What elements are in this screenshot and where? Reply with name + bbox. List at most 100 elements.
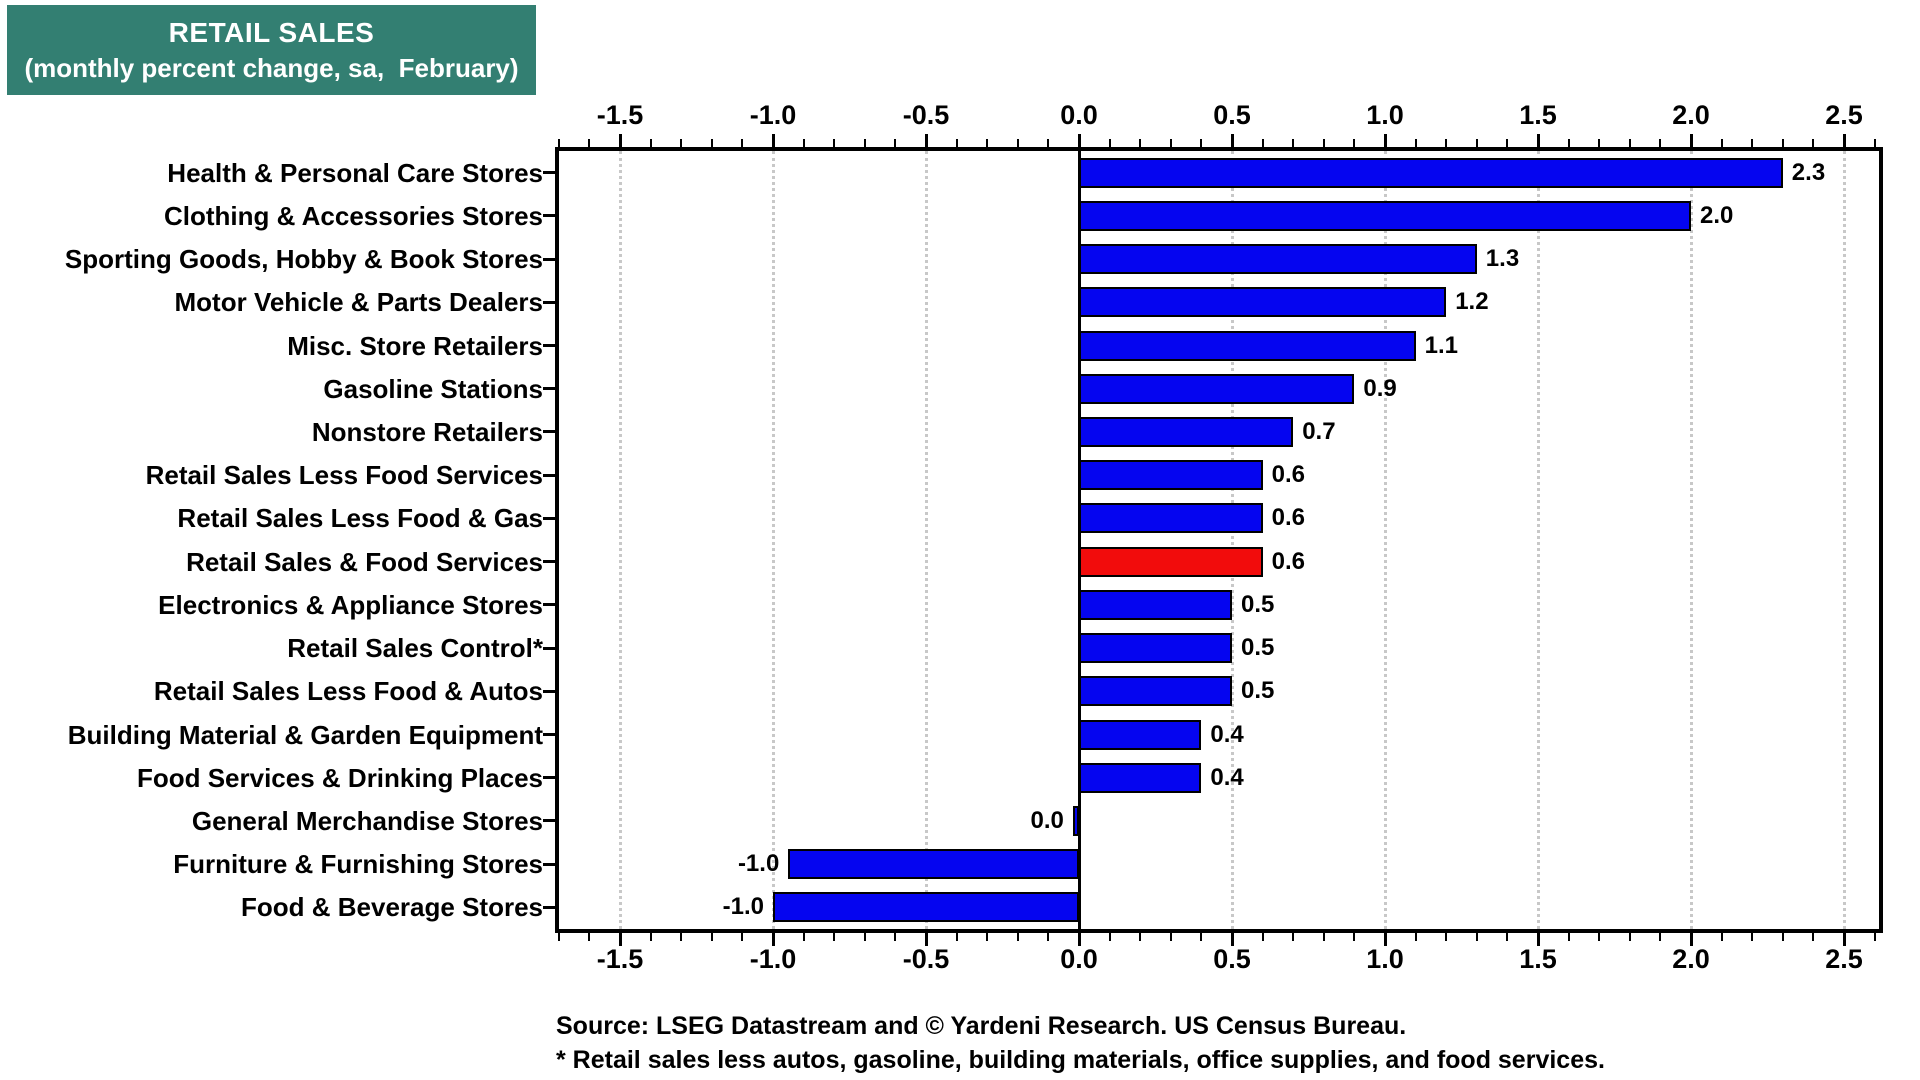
axis-minor-tick-top (710, 139, 713, 147)
axis-minor-tick-bottom (863, 933, 866, 941)
grid-line (1230, 151, 1234, 929)
axis-minor-tick-bottom (741, 933, 744, 941)
value-label: 1.1 (1424, 331, 1458, 359)
bar-furniture-furnishing-stores (788, 849, 1079, 880)
value-label: 0.6 (1271, 461, 1305, 489)
category-tick-mark (543, 214, 555, 218)
category-label: Retail Sales Less Food & Autos (153, 676, 543, 707)
axis-major-tick-top (1230, 134, 1234, 147)
value-label: 0.6 (1271, 504, 1305, 532)
bar-clothing-accessories-stores (1079, 200, 1691, 231)
axis-major-tick-bottom (1077, 933, 1081, 946)
bar-motor-vehicle-parts-dealers (1079, 287, 1447, 318)
axis-label-top: 1.0 (1366, 100, 1404, 130)
axis-minor-tick-top (1414, 139, 1417, 147)
value-label: 2.0 (1700, 201, 1734, 229)
axis-minor-tick-bottom (1261, 933, 1264, 941)
axis-major-tick-top (1842, 134, 1846, 147)
bar-misc-store-retailers (1079, 330, 1416, 361)
bar-retail-sales-less-food-gas (1079, 503, 1263, 534)
axis-major-tick-bottom (924, 933, 928, 946)
source-line: Source: LSEG Datastream and © Yardeni Re… (556, 1012, 1407, 1040)
bar-nonstore-retailers (1079, 416, 1294, 447)
axis-minor-tick-top (1139, 139, 1142, 147)
bar-retail-sales-less-food-services (1079, 460, 1263, 491)
axis-label-bottom: 0.5 (1213, 944, 1251, 974)
value-label: -1.0 (737, 850, 780, 878)
axis-label-bottom: -1.5 (596, 944, 644, 974)
axis-minor-tick-top (741, 139, 744, 147)
value-label: 1.2 (1455, 288, 1489, 316)
category-label: Nonstore Retailers (311, 416, 543, 447)
axis-major-tick-bottom (1689, 933, 1693, 946)
category-label: Retail Sales Less Food & Gas (177, 503, 543, 534)
axis-label-top: 2.0 (1672, 100, 1710, 130)
axis-minor-tick-bottom (1751, 933, 1754, 941)
category-tick-mark (543, 387, 555, 391)
value-label: 0.4 (1210, 720, 1244, 748)
category-label: Building Material & Garden Equipment (67, 719, 543, 750)
axis-minor-tick-top (1659, 139, 1662, 147)
category-label: Health & Personal Care Stores (167, 157, 543, 188)
category-label: Electronics & Appliance Stores (158, 589, 543, 620)
axis-minor-tick-top (557, 139, 560, 147)
axis-minor-tick-bottom (1812, 933, 1815, 941)
bar-retail-sales-less-food-autos (1079, 676, 1232, 707)
chart-subtitle: (monthly percent change, sa, February) (24, 53, 519, 83)
value-label: 0.4 (1210, 763, 1244, 791)
category-label: Motor Vehicle & Parts Dealers (174, 287, 543, 318)
axis-minor-tick-top (1261, 139, 1264, 147)
axis-label-bottom: 1.0 (1366, 944, 1404, 974)
value-label: 2.3 (1791, 158, 1826, 186)
axis-minor-tick-top (1475, 139, 1478, 147)
axis-minor-tick-top (649, 139, 652, 147)
axis-major-tick-bottom (771, 933, 775, 946)
value-label: 0.9 (1363, 374, 1397, 402)
value-label: 1.3 (1485, 245, 1520, 273)
category-label: Gasoline Stations (323, 373, 543, 404)
axis-major-tick-top (1383, 134, 1387, 147)
category-label: Misc. Store Retailers (287, 330, 543, 361)
category-tick-mark (543, 862, 555, 866)
axis-minor-tick-top (955, 139, 958, 147)
axis-minor-tick-top (1016, 139, 1019, 147)
axis-minor-tick-top (1047, 139, 1050, 147)
axis-minor-tick-bottom (833, 933, 836, 941)
axis-major-tick-bottom (1230, 933, 1234, 946)
axis-minor-tick-top (1598, 139, 1601, 147)
axis-minor-tick-top (802, 139, 805, 147)
axis-label-bottom: -1.0 (749, 944, 797, 974)
category-tick-mark (543, 560, 555, 564)
chart-title-box: RETAIL SALES (monthly percent change, sa… (7, 5, 536, 95)
axis-minor-tick-bottom (1322, 933, 1325, 941)
axis-minor-tick-top (1751, 139, 1754, 147)
category-label: General Merchandise Stores (191, 805, 543, 836)
axis-minor-tick-top (1292, 139, 1295, 147)
category-label: Food & Beverage Stores (241, 892, 543, 923)
axis-major-tick-bottom (1536, 933, 1540, 946)
axis-label-bottom: 2.0 (1672, 944, 1710, 974)
axis-minor-tick-bottom (986, 933, 989, 941)
axis-minor-tick-bottom (1139, 933, 1142, 941)
footnote-line: * Retail sales less autos, gasoline, bui… (556, 1046, 1605, 1074)
grid-line (1383, 151, 1387, 929)
axis-minor-tick-top (894, 139, 897, 147)
axis-minor-tick-bottom (588, 933, 591, 941)
axis-minor-tick-bottom (710, 933, 713, 941)
axis-label-bottom: 1.5 (1519, 944, 1557, 974)
axis-minor-tick-bottom (1781, 933, 1784, 941)
axis-label-top: 1.5 (1519, 100, 1557, 130)
grid-line (924, 151, 928, 929)
grid-line (771, 151, 775, 929)
axis-minor-tick-bottom (1506, 933, 1509, 941)
axis-minor-tick-bottom (1292, 933, 1295, 941)
category-tick-mark (543, 646, 555, 650)
category-tick-mark (543, 603, 555, 607)
axis-minor-tick-bottom (1567, 933, 1570, 941)
axis-minor-tick-top (833, 139, 836, 147)
axis-minor-tick-bottom (680, 933, 683, 941)
bar-general-merchandise-stores (1072, 805, 1079, 836)
bar-retail-sales-control (1079, 633, 1232, 664)
axis-major-tick-top (1536, 134, 1540, 147)
